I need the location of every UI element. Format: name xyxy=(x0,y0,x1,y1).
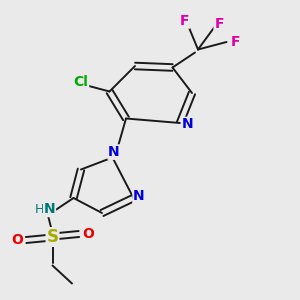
Text: S: S xyxy=(46,228,58,246)
Text: Cl: Cl xyxy=(74,76,88,89)
Text: O: O xyxy=(82,227,94,241)
Text: N: N xyxy=(182,118,193,131)
Text: N: N xyxy=(133,190,145,203)
Text: N: N xyxy=(108,145,120,159)
Text: F: F xyxy=(214,17,224,31)
Text: H: H xyxy=(35,203,45,216)
Text: O: O xyxy=(11,233,23,247)
Text: N: N xyxy=(44,202,55,216)
Text: F: F xyxy=(180,14,189,28)
Text: F: F xyxy=(231,35,240,49)
